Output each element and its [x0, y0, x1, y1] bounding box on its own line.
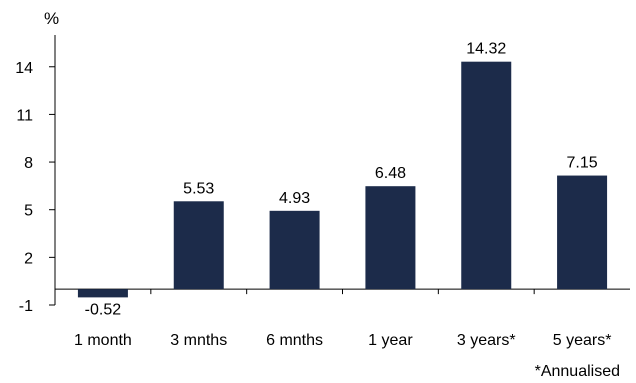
- bar: [365, 186, 416, 290]
- data-label: 4.93: [279, 190, 310, 207]
- y-tick-label: -1: [19, 298, 33, 315]
- y-axis-unit-label: %: [44, 9, 59, 28]
- bar: [557, 175, 608, 290]
- labels-group: -0.52 1 month 5.53 3 mnths 4.93 6 mnths 6.48 1 …: [74, 41, 611, 349]
- x-tick-label: 6 mnths: [266, 332, 323, 349]
- data-label: 6.48: [375, 165, 406, 182]
- y-tick-label: 5: [24, 203, 33, 220]
- y-tick-label: 14: [15, 60, 33, 77]
- y-tick-label: 2: [24, 250, 33, 267]
- bar: [269, 210, 320, 290]
- y-tick-label: 11: [16, 107, 33, 124]
- data-label: 5.53: [183, 180, 214, 197]
- y-tick-label: 8: [24, 155, 33, 172]
- footnote: *Annualised: [535, 363, 620, 378]
- bar: [173, 201, 224, 290]
- x-tick-label: 1 month: [74, 332, 132, 349]
- data-label: -0.52: [85, 301, 122, 318]
- x-tick-label: 3 mnths: [170, 332, 227, 349]
- bar: [461, 61, 512, 290]
- x-tick-label: 1 year: [368, 332, 413, 349]
- bar: [77, 289, 128, 298]
- x-tick-label: 3 years*: [457, 332, 516, 349]
- data-label: 7.15: [567, 155, 598, 172]
- axes: -1 2 5 8 11 14: [15, 35, 630, 315]
- bars-group: [77, 61, 608, 298]
- data-label: 14.32: [466, 41, 506, 58]
- x-tick-label: 5 years*: [553, 332, 612, 349]
